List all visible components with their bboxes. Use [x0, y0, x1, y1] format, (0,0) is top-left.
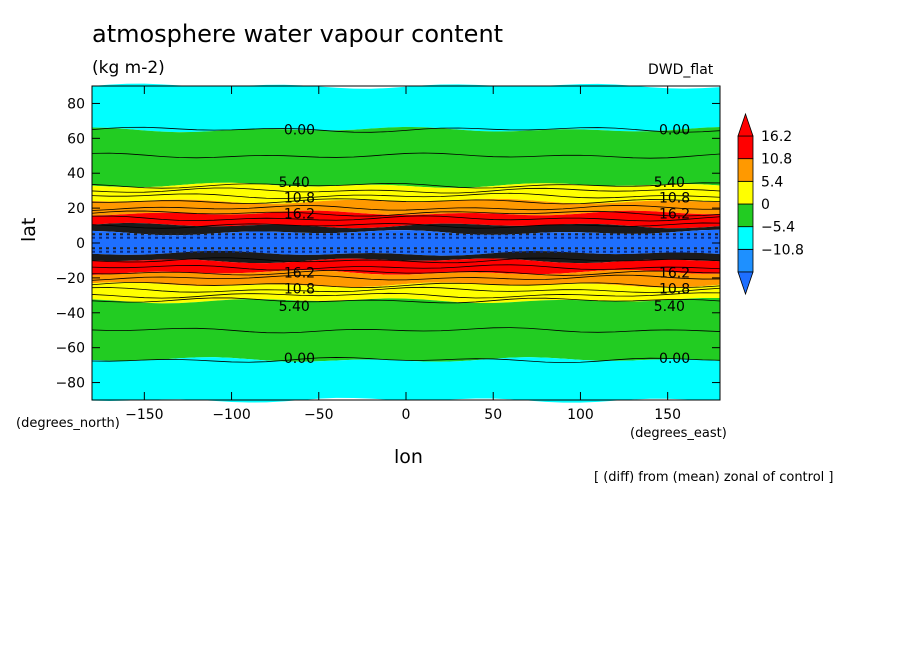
x-tick-label: −150	[125, 407, 163, 423]
colorbar-over-arrow	[737, 112, 754, 137]
contour-label: 16.2	[659, 206, 690, 222]
colorbar-swatch	[737, 226, 754, 250]
contour-line	[91, 286, 721, 293]
band-s90	[92, 357, 720, 403]
y-tick-label: 60	[67, 131, 85, 147]
contour-line	[91, 192, 721, 199]
model-name: DWD_flat	[648, 62, 714, 78]
y-units-label: (degrees_north)	[16, 416, 120, 431]
y-tick-label: 80	[67, 96, 85, 112]
contour-label: 10.8	[659, 281, 690, 297]
colorbar-swatch	[737, 135, 754, 160]
colorbar-swatch	[737, 203, 754, 228]
contour-line	[91, 282, 721, 288]
y-tick-label: 20	[67, 201, 85, 217]
contour-line	[91, 187, 721, 194]
contour-line	[91, 257, 721, 264]
band-s10	[92, 250, 720, 264]
band-n6	[92, 222, 720, 236]
contour-line	[91, 198, 721, 205]
colorbar-under-arrow	[737, 271, 754, 296]
y-tick-label: −80	[55, 376, 85, 392]
colorbar-label: −5.4	[761, 220, 795, 236]
colorbar-label: −10.8	[761, 242, 804, 258]
band-n24	[92, 182, 720, 204]
x-tick-label: 0	[402, 407, 411, 423]
contour-label: 0.00	[284, 351, 315, 367]
colorbar-label: 16.2	[761, 129, 792, 145]
band-s67	[92, 297, 720, 362]
contour-label: 10.8	[284, 191, 315, 207]
colorbar-label: 0	[761, 197, 770, 213]
colorbar-swatch	[737, 180, 754, 205]
x-axis-label: lon	[394, 446, 423, 468]
x-tick-label: −100	[212, 407, 250, 423]
contour-label: 10.8	[284, 281, 315, 297]
contour-line	[91, 292, 721, 299]
band-s17	[92, 258, 720, 276]
contour-line	[91, 210, 721, 217]
colorbar-swatch	[737, 248, 754, 273]
contour-line	[91, 126, 721, 133]
contour-line	[91, 152, 721, 159]
band-n65	[92, 83, 720, 133]
contour-label: 16.2	[659, 266, 690, 282]
contour-line	[91, 182, 721, 189]
contour-label: 16.2	[284, 206, 315, 222]
contour-line	[91, 215, 721, 222]
contour-line	[91, 222, 721, 229]
contour-line	[91, 269, 721, 276]
contour-label: 10.8	[659, 191, 690, 207]
x-units-label: (degrees_east)	[630, 426, 727, 441]
band-n33	[92, 126, 720, 188]
colorbar-swatch	[737, 158, 754, 182]
x-tick-label: 100	[567, 407, 594, 423]
band-n17	[92, 198, 720, 216]
chart-units: (kg m-2)	[92, 58, 165, 78]
contour-label: 0.00	[659, 123, 690, 139]
contour-line	[91, 264, 721, 271]
contour-label: 5.40	[654, 299, 685, 315]
contour-label: 5.40	[654, 175, 685, 191]
y-tick-label: 0	[76, 236, 85, 252]
band-s33	[92, 282, 720, 304]
y-tick-label: −40	[55, 306, 85, 322]
x-tick-label: 50	[484, 407, 502, 423]
y-tick-label: −60	[55, 341, 85, 357]
y-tick-label: −20	[55, 271, 85, 287]
colorbar-label: 10.8	[761, 152, 792, 168]
contour-label: 0.00	[659, 351, 690, 367]
chart-title: atmosphere water vapour content	[92, 20, 504, 48]
x-tick-label: −50	[304, 407, 334, 423]
x-tick-label: 150	[654, 407, 681, 423]
contour-label: 5.40	[279, 299, 310, 315]
band-s24	[92, 269, 720, 288]
contour-line	[91, 274, 721, 281]
contour-label: 0.00	[284, 123, 315, 139]
contour-line	[91, 327, 721, 334]
contour-label: 16.2	[284, 266, 315, 282]
footnote: [ (diff) from (mean) zonal of control ]	[594, 470, 834, 485]
colorbar-label: 5.4	[761, 174, 783, 190]
contour-line	[91, 357, 721, 364]
y-tick-label: 40	[67, 166, 85, 182]
contour-label: 5.40	[279, 175, 310, 191]
contour-line	[91, 205, 721, 211]
contour-line	[91, 297, 721, 304]
